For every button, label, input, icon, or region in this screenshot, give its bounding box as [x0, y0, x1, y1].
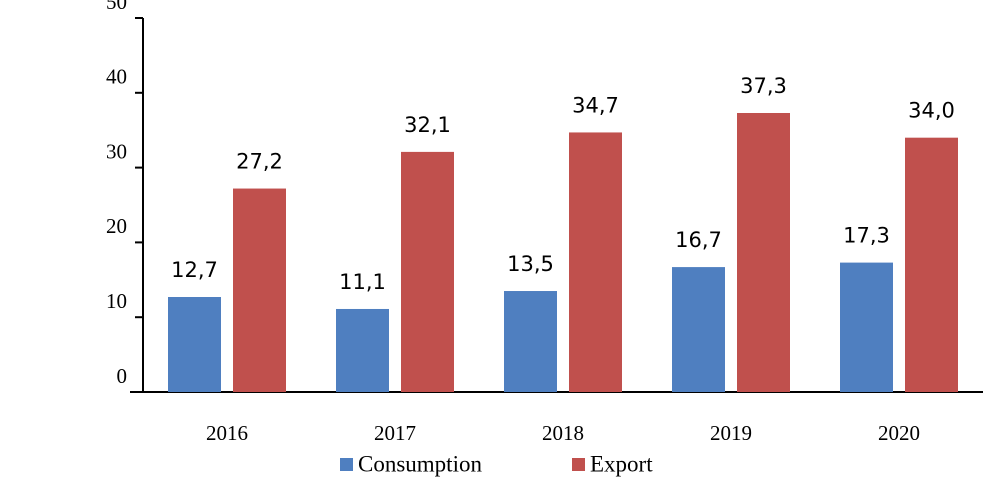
bar — [401, 151, 454, 392]
data-label: 27,2 — [236, 150, 283, 174]
y-tick-label: 40 — [106, 65, 127, 89]
data-label: 17,3 — [843, 224, 890, 248]
x-tick-label: 2016 — [206, 421, 248, 445]
data-label: 16,7 — [675, 228, 722, 252]
bar — [737, 112, 790, 392]
legend-label: Export — [590, 451, 653, 476]
data-label: 32,1 — [404, 113, 451, 137]
data-label: 34,0 — [908, 99, 955, 123]
data-label: 11,1 — [339, 270, 386, 294]
bar — [569, 132, 622, 392]
bar — [840, 262, 893, 392]
y-tick-label: 30 — [106, 139, 127, 163]
bar — [336, 308, 389, 392]
data-label: 37,3 — [740, 74, 787, 98]
bar — [233, 188, 286, 392]
y-tick-label: 0 — [117, 364, 128, 388]
data-label: 12,7 — [171, 258, 218, 282]
bar — [905, 137, 958, 392]
bar — [168, 297, 221, 392]
y-tick-label: 50 — [106, 0, 127, 14]
data-label: 13,5 — [507, 252, 554, 276]
x-tick-label: 2020 — [878, 421, 920, 445]
bar — [504, 291, 557, 392]
x-tick-label: 2018 — [542, 421, 584, 445]
x-tick-label: 2017 — [374, 421, 416, 445]
legend-swatch — [572, 458, 585, 471]
legend-label: Consumption — [358, 451, 482, 476]
y-tick-label: 10 — [106, 289, 127, 313]
x-tick-label: 2019 — [710, 421, 752, 445]
legend-swatch — [340, 458, 353, 471]
y-tick-label: 20 — [106, 214, 127, 238]
data-label: 34,7 — [572, 93, 619, 117]
bar — [672, 267, 725, 392]
